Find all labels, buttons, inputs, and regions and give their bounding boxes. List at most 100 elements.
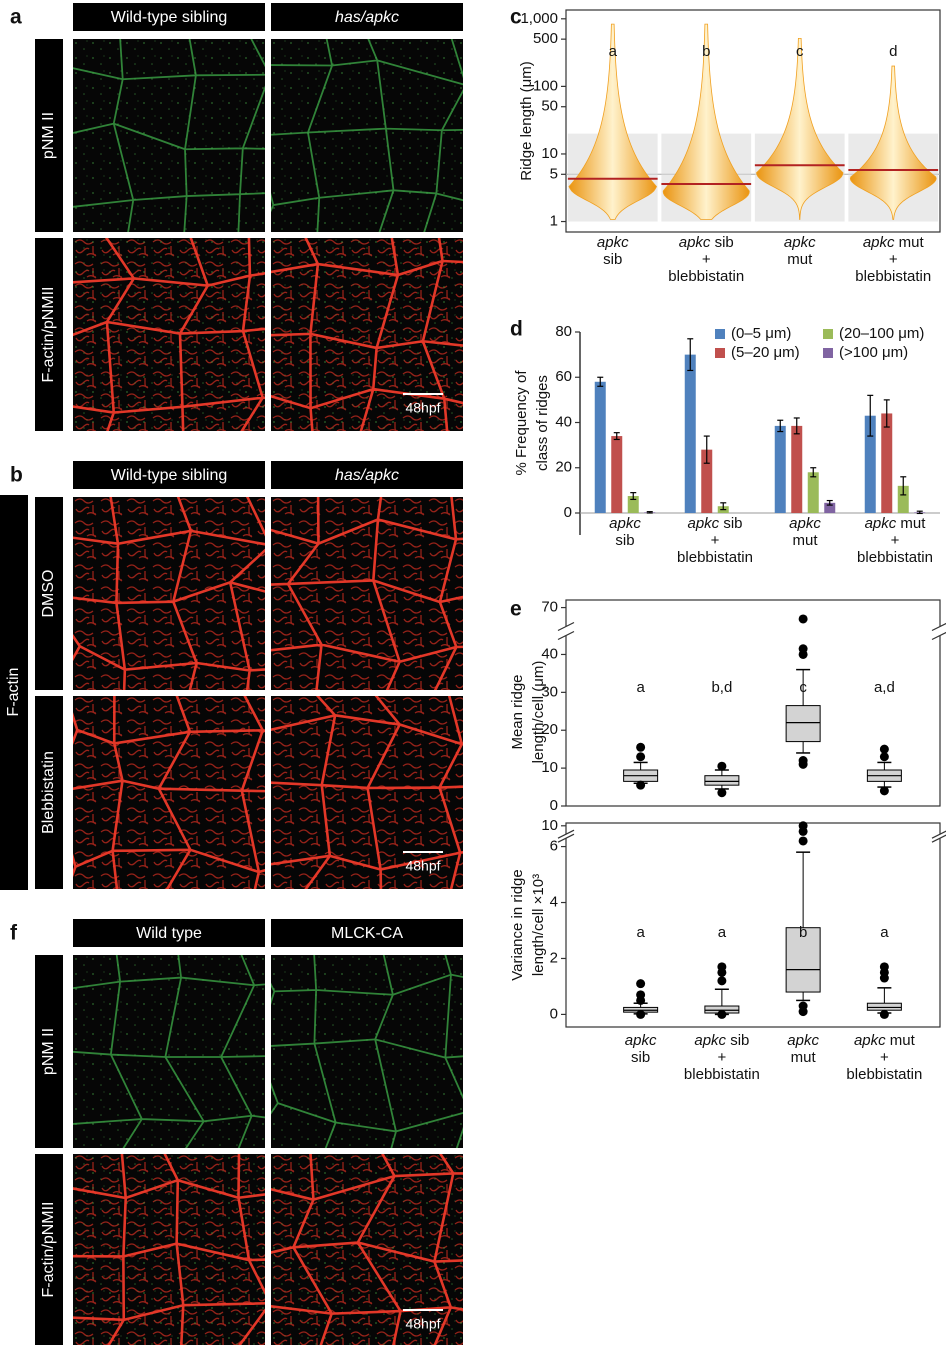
y-axis-label: % Frequency of [513,370,530,476]
row-label: pNM II [40,1028,57,1075]
y-axis-label: length/cell (μm) [530,661,547,764]
outlier [636,752,646,762]
x-tick-label: mut [787,251,813,268]
x-tick-label-part: mut [792,532,818,549]
outlier [717,976,727,986]
bar [627,496,639,513]
legend-swatch [823,329,833,339]
violin [756,37,844,220]
x-tick-label-part: apkc [625,1032,657,1049]
y-tick-label: 500 [533,30,558,47]
x-tick-label: sib [631,1049,650,1066]
micrograph [271,696,463,889]
violin [568,23,658,220]
row-label: F-actin/pNMII [40,286,57,382]
axis-break-mark [557,829,575,839]
micrograph [271,955,463,1148]
cell-border [271,1154,463,1345]
cell-border [271,696,463,889]
bar [881,413,893,513]
group-letter: a [636,924,645,941]
x-tick-label: + [889,251,898,268]
x-tick-label: apkc sib [687,515,742,532]
x-tick-label-part: sib [615,532,634,549]
y-axis-label: Ridge length (μm) [518,61,535,181]
y-tick-label: 6 [550,838,558,855]
panel-letter: c [510,6,522,29]
x-tick-label-part: blebbistatin [855,268,931,285]
plot-frame [565,822,941,1028]
group-letter: b [799,924,807,941]
x-tick-label: apkc [609,515,641,532]
x-tick-label-part: apkc [789,515,821,532]
group-letter: a [718,924,727,941]
x-tick-label-part: + [717,1049,726,1066]
y-axis-label: length/cell ×10³ [530,874,547,976]
x-tick-label-part: apkc [863,234,895,251]
outlier [798,1001,808,1011]
x-tick-label-part: apkc [679,234,711,251]
legend-label: (5–20 μm) [731,344,800,361]
x-tick-label-part: mut [787,251,813,268]
cell-border [73,39,265,232]
x-tick-label: blebbistatin [857,549,933,566]
x-tick-label: mut [792,532,818,549]
x-tick-label: apkc sib [679,234,734,251]
micrograph [73,1154,265,1345]
x-tick-label: apkc sib [694,1032,749,1049]
outlier [879,744,889,754]
outlier [798,756,808,766]
bar [791,425,803,513]
y-tick-label: 20 [541,721,558,738]
x-tick-label-part: mut [791,1049,817,1066]
y-tick-label: 30 [541,683,558,700]
group-letter: a [636,679,645,696]
group-letter: d [889,43,897,60]
row-label-bar [35,39,63,232]
x-tick-label: + [702,251,711,268]
row-label-bar [35,696,63,889]
legend-label: (>100 μm) [839,344,908,361]
y-tick-label: 4 [550,893,558,910]
box [785,705,821,743]
x-tick-label-part: apkc [609,515,641,532]
micrograph [271,39,463,232]
column-header: has/apkc [335,467,399,484]
axis-break-gap [558,834,574,839]
column-header-bar [271,461,463,489]
outlier [879,752,889,762]
outlier [798,836,808,846]
violin [662,23,750,220]
x-tick-label-part: blebbistatin [857,549,933,566]
micrograph [271,497,463,690]
axis-break-gap [558,626,574,636]
x-tick-label: blebbistatin [846,1066,922,1083]
x-tick-label: mut [791,1049,817,1066]
outlier [798,644,808,654]
x-tick-label: apkc [625,1032,657,1049]
y-tick-label: 0 [550,797,558,814]
y-axis-label: class of ridges [534,375,551,471]
cell-border [271,955,463,1148]
x-tick-label: apkc mut [865,515,927,532]
x-tick-label-part: + [711,532,720,549]
y-tick-label: 1,000 [520,10,558,27]
image-texture [73,238,265,431]
cell-border [271,238,463,431]
axis-break-mark [557,621,575,632]
micrograph [73,696,265,889]
image-texture [271,955,463,1148]
x-tick-label-part: mut [886,1032,916,1049]
y-tick-label: 0 [564,504,572,521]
outlier [717,1009,727,1019]
scale-label: 48hpf [405,858,440,874]
cell-border [271,39,463,232]
legend-label: (0–5 μm) [731,325,791,342]
x-tick-label-part: + [889,251,898,268]
image-texture [73,955,265,1148]
x-tick-label-part: apkc [784,234,816,251]
x-tick-label: blebbistatin [677,549,753,566]
y-tick-label: 40 [541,645,558,662]
x-tick-label: blebbistatin [668,268,744,285]
x-tick-label: apkc [787,1032,819,1049]
